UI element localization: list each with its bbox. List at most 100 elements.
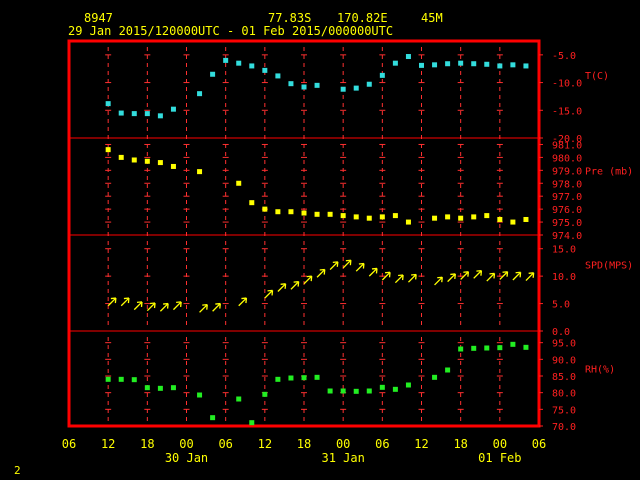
pressure-point: [445, 214, 451, 220]
rh-point: [275, 376, 281, 382]
y-tick-label: 979.0: [552, 166, 582, 177]
wind-arrow: [460, 271, 470, 280]
rh-point: [458, 346, 464, 352]
pressure-point: [288, 209, 294, 215]
temp-point: [432, 62, 438, 68]
x-tick-label: 18: [140, 437, 154, 451]
x-tick-label: 00: [493, 437, 507, 451]
rh-point: [432, 374, 438, 380]
longitude: 170.82E: [337, 11, 388, 25]
rh-point: [327, 388, 333, 394]
pressure-point: [458, 215, 464, 221]
pressure-point: [510, 219, 516, 225]
wind-arrow: [368, 267, 378, 277]
temp-point: [379, 72, 385, 78]
pressure-point: [118, 154, 124, 160]
y-tick-label: -20.0: [552, 134, 582, 145]
rh-point: [197, 392, 203, 398]
temp-point: [144, 111, 150, 117]
rh-point: [118, 376, 124, 382]
temp-point: [197, 91, 203, 97]
pressure-point: [314, 211, 320, 217]
pressure-point: [197, 169, 203, 175]
x-tick-label: 06: [375, 437, 389, 451]
y-tick-label: -10.0: [552, 79, 582, 90]
rh-point: [379, 384, 385, 390]
pressure-point: [157, 160, 163, 166]
panel-label: RH(%): [585, 365, 615, 376]
rh-point: [340, 388, 346, 394]
temp-point: [301, 84, 307, 90]
y-tick-label: 978.0: [552, 179, 582, 190]
wind-arrow: [342, 259, 352, 269]
wind-arrow: [447, 273, 456, 283]
y-tick-label: 15.0: [552, 245, 576, 256]
temp-point: [471, 61, 477, 67]
pressure-point: [105, 147, 111, 153]
y-tick-label: 981.0: [552, 140, 582, 151]
rh-point: [523, 344, 529, 350]
temp-point: [353, 85, 359, 91]
temp-point: [105, 101, 111, 107]
temp-point: [497, 63, 503, 69]
latitude: 77.83S: [268, 11, 311, 25]
pressure-point: [392, 213, 398, 219]
rh-point: [288, 375, 294, 381]
x-tick-label: 12: [101, 437, 115, 451]
temp-point: [157, 113, 163, 119]
y-tick-label: 980.0: [552, 153, 582, 164]
pressure-point: [249, 200, 255, 206]
wind-arrow: [394, 274, 404, 284]
wind-arrow: [290, 280, 300, 290]
wind-arrow: [120, 297, 130, 307]
wind-arrow: [199, 304, 208, 313]
temp-point: [210, 71, 216, 77]
data-marks: [105, 54, 535, 426]
y-tick-label: 80.0: [552, 389, 576, 400]
wind-arrow: [499, 271, 509, 280]
y-axes: -5.0 -10.0 -15.0 -20.0 T(C) 981.0 980.0 979.0 97…: [539, 51, 633, 433]
period-label: 29 Jan 2015/120000UTC - 01 Feb 2015/0000…: [68, 24, 393, 38]
temp-point: [366, 81, 372, 87]
rh-point: [210, 415, 216, 421]
x-tick-label: 00: [336, 437, 350, 451]
rh-point: [236, 396, 242, 402]
x-tick-label: 12: [414, 437, 428, 451]
wind-arrow: [316, 268, 326, 278]
x-tick-label: 18: [297, 437, 311, 451]
pressure-point: [366, 215, 372, 221]
wind-arrow: [512, 271, 522, 281]
wind-arrow: [407, 273, 417, 283]
x-tick-label: 06: [62, 437, 76, 451]
wind-arrow: [146, 302, 156, 312]
rh-point: [249, 420, 255, 426]
temp-point: [314, 82, 320, 88]
temp-point: [288, 81, 294, 87]
corner-label: 2: [14, 464, 21, 477]
y-tick-label: 975.0: [552, 218, 582, 229]
x-date-label: 30 Jan: [165, 451, 208, 465]
rh-point: [301, 375, 307, 381]
temp-point: [170, 106, 176, 112]
wind-arrow: [107, 297, 117, 307]
wind-arrow: [434, 276, 443, 286]
wind-arrow: [473, 269, 483, 279]
rh-point: [314, 374, 320, 380]
x-tick-label: 06: [218, 437, 232, 451]
wind-arrow: [277, 283, 287, 292]
temp-point: [236, 60, 242, 66]
y-tick-label: -5.0: [552, 51, 576, 62]
rh-point: [484, 345, 490, 351]
pressure-point: [379, 214, 385, 220]
pressure-point: [301, 210, 307, 216]
pressure-point: [523, 216, 529, 222]
rh-point: [157, 385, 163, 391]
rh-point: [366, 388, 372, 394]
panel-label: SPD(MPS): [585, 261, 633, 272]
rh-point: [131, 377, 137, 383]
temp-point: [262, 67, 268, 73]
temp-point: [445, 61, 451, 67]
pressure-point: [353, 214, 359, 220]
x-tick-label: 00: [179, 437, 193, 451]
y-tick-label: 70.0: [552, 422, 576, 433]
